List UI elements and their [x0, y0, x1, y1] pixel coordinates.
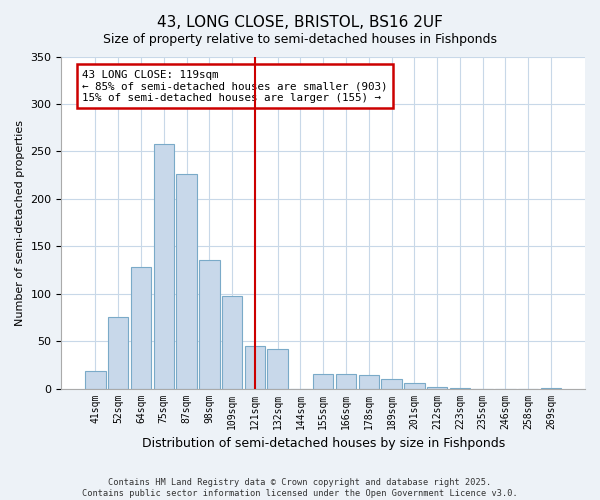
Text: 43 LONG CLOSE: 119sqm
← 85% of semi-detached houses are smaller (903)
15% of sem: 43 LONG CLOSE: 119sqm ← 85% of semi-deta… [82, 70, 388, 103]
Bar [245, 346, 265, 389]
Bar [427, 386, 448, 388]
Text: 43, LONG CLOSE, BRISTOL, BS16 2UF: 43, LONG CLOSE, BRISTOL, BS16 2UF [157, 15, 443, 30]
Bar [359, 376, 379, 388]
Bar [313, 374, 334, 388]
Bar [336, 374, 356, 388]
Bar [108, 318, 128, 388]
Y-axis label: Number of semi-detached properties: Number of semi-detached properties [15, 120, 25, 326]
Bar [131, 267, 151, 388]
Bar [222, 296, 242, 388]
Text: Size of property relative to semi-detached houses in Fishponds: Size of property relative to semi-detach… [103, 32, 497, 46]
Bar [85, 370, 106, 388]
Bar [154, 144, 174, 388]
Bar [176, 174, 197, 388]
Bar [268, 348, 288, 389]
Bar [199, 260, 220, 388]
Bar [404, 383, 425, 388]
X-axis label: Distribution of semi-detached houses by size in Fishponds: Distribution of semi-detached houses by … [142, 437, 505, 450]
Bar [381, 379, 402, 388]
Text: Contains HM Land Registry data © Crown copyright and database right 2025.
Contai: Contains HM Land Registry data © Crown c… [82, 478, 518, 498]
